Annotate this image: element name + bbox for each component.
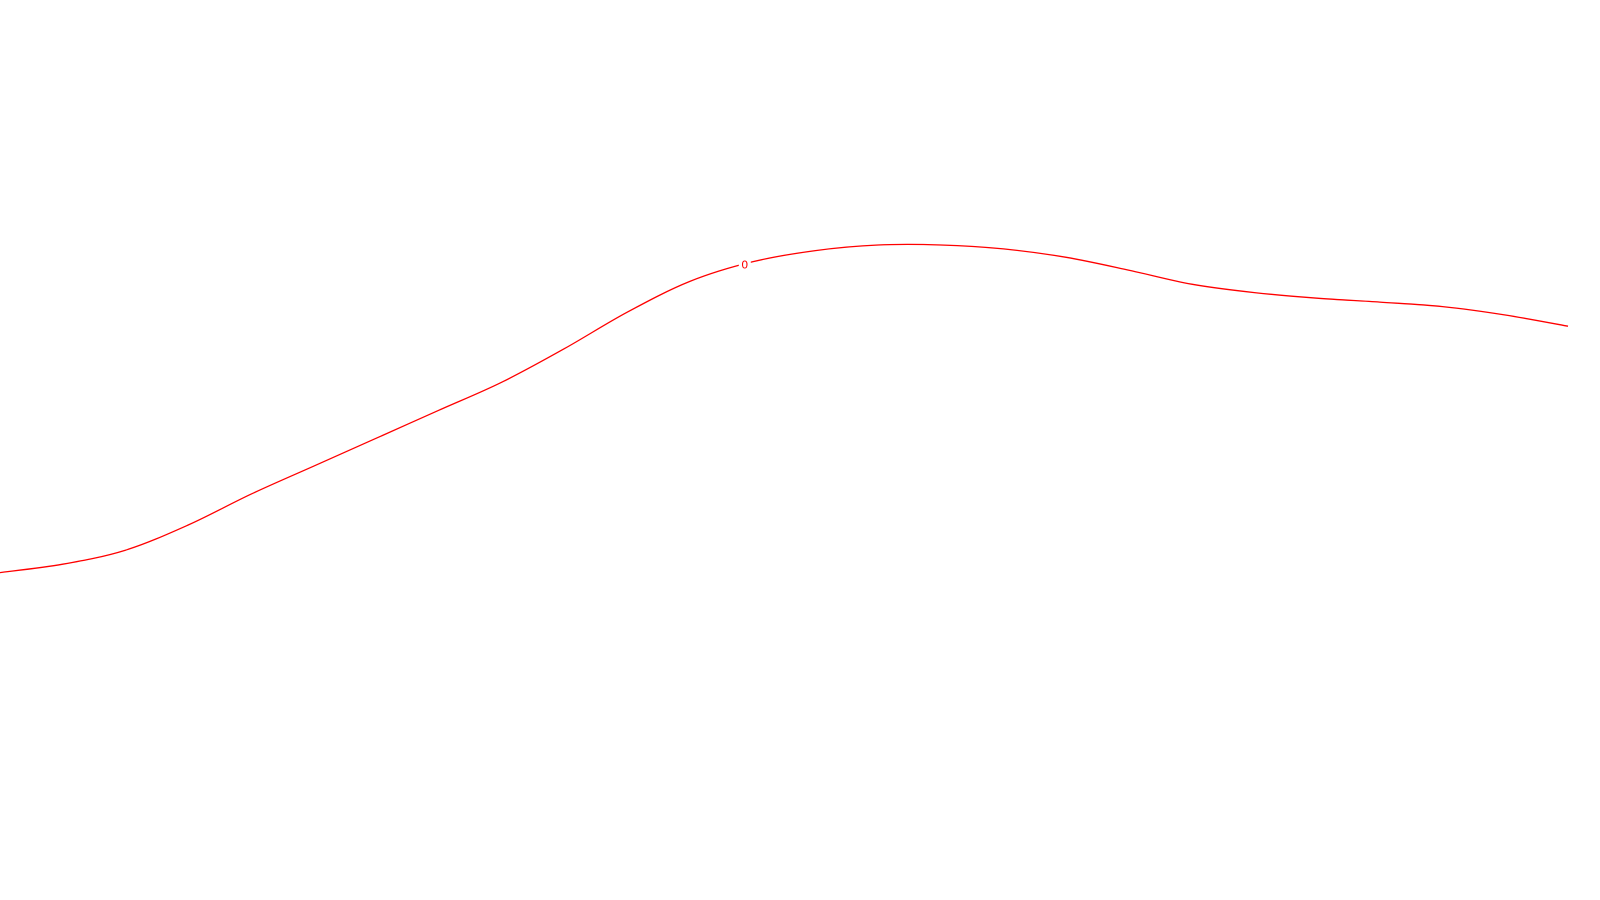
contour-label: 0 [741, 258, 748, 271]
contour-line [0, 243, 1569, 574]
contour-layer [0, 243, 1569, 574]
contour-label-gap [738, 257, 751, 270]
